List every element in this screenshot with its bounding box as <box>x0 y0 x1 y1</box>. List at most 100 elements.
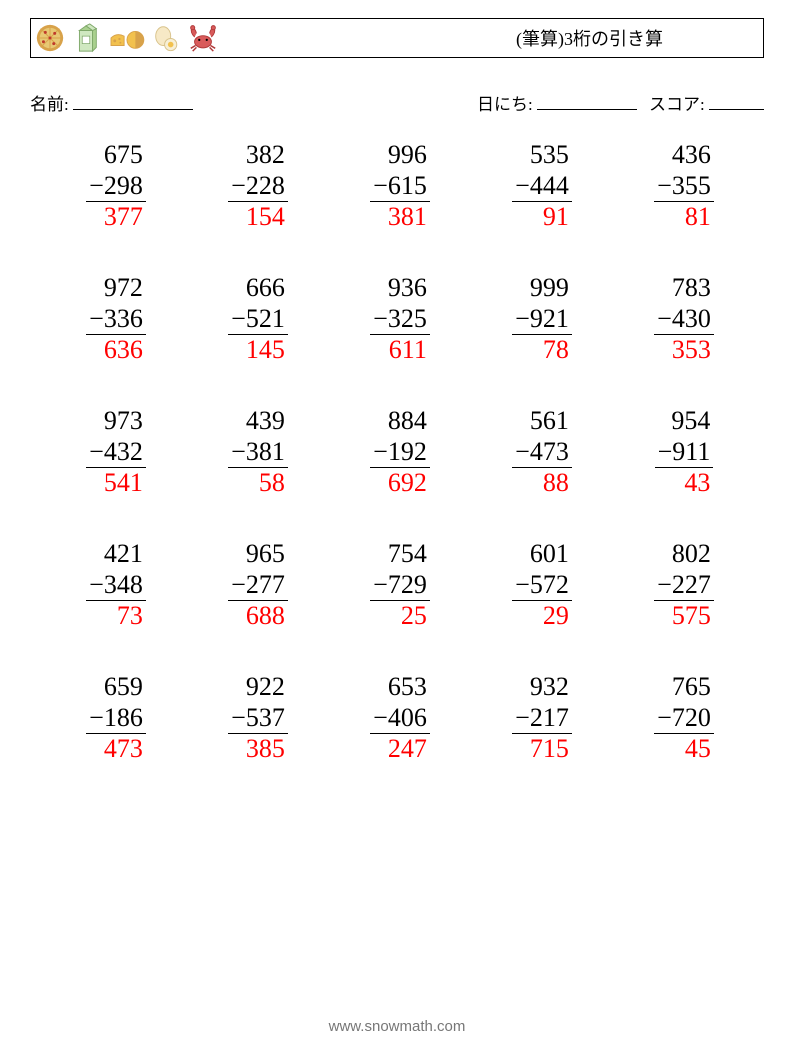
answer: 247 <box>370 734 430 765</box>
worksheet-page: (筆算)3桁の引き算 名前: 日にち: スコア: 675−298377382−2… <box>0 0 794 1053</box>
subtrahend: −911 <box>655 437 714 469</box>
name-field: 名前: <box>30 90 193 115</box>
answer: 58 <box>228 468 288 499</box>
subtraction-problem: 972−336636 <box>45 273 187 366</box>
subtraction-problem: 783−430353 <box>613 273 755 366</box>
egg-icon <box>151 23 181 53</box>
problems-grid: 675−298377382−228154996−615381535−444914… <box>45 140 755 765</box>
subtrahend: −921 <box>512 304 572 336</box>
subtraction-problem: 996−615381 <box>329 140 471 233</box>
answer: 473 <box>86 734 146 765</box>
minuend: 765 <box>654 672 714 703</box>
answer: 353 <box>654 335 714 366</box>
answer: 81 <box>654 202 714 233</box>
answer: 43 <box>655 468 714 499</box>
minuend: 382 <box>228 140 288 171</box>
answer: 91 <box>512 202 572 233</box>
subtrahend: −228 <box>228 171 288 203</box>
subtrahend: −227 <box>654 570 714 602</box>
minuend: 802 <box>654 539 714 570</box>
answer: 145 <box>228 335 288 366</box>
minuend: 675 <box>86 140 146 171</box>
subtraction-problem: 561−47388 <box>471 406 613 499</box>
answer: 715 <box>512 734 572 765</box>
subtraction-problem: 436−35581 <box>613 140 755 233</box>
subtrahend: −325 <box>370 304 430 336</box>
subtrahend: −615 <box>370 171 430 203</box>
subtraction-problem: 675−298377 <box>45 140 187 233</box>
subtrahend: −277 <box>228 570 288 602</box>
answer: 45 <box>654 734 714 765</box>
minuend: 996 <box>370 140 430 171</box>
minuend: 754 <box>370 539 430 570</box>
minuend: 653 <box>370 672 430 703</box>
subtraction-problem: 932−217715 <box>471 672 613 765</box>
minuend: 783 <box>654 273 714 304</box>
minuend: 659 <box>86 672 146 703</box>
minuend: 421 <box>86 539 146 570</box>
subtraction-problem: 754−72925 <box>329 539 471 632</box>
minuend: 439 <box>228 406 288 437</box>
answer: 541 <box>86 468 146 499</box>
pizza-icon <box>35 23 65 53</box>
answer: 381 <box>370 202 430 233</box>
subtrahend: −537 <box>228 703 288 735</box>
subtraction-problem: 973−432541 <box>45 406 187 499</box>
subtraction-problem: 936−325611 <box>329 273 471 366</box>
subtrahend: −521 <box>228 304 288 336</box>
subtraction-problem: 653−406247 <box>329 672 471 765</box>
subtrahend: −430 <box>654 304 714 336</box>
subtraction-problem: 954−91143 <box>613 406 755 499</box>
subtrahend: −432 <box>86 437 146 469</box>
icon-row <box>35 23 219 53</box>
crab-icon <box>187 23 219 53</box>
minuend: 936 <box>370 273 430 304</box>
subtrahend: −186 <box>86 703 146 735</box>
subtraction-problem: 884−192692 <box>329 406 471 499</box>
subtraction-problem: 421−34873 <box>45 539 187 632</box>
date-field: 日にち: <box>477 90 637 115</box>
subtrahend: −336 <box>86 304 146 336</box>
subtrahend: −720 <box>654 703 714 735</box>
minuend: 884 <box>370 406 430 437</box>
minuend: 932 <box>512 672 572 703</box>
subtraction-problem: 666−521145 <box>187 273 329 366</box>
answer: 692 <box>370 468 430 499</box>
answer: 385 <box>228 734 288 765</box>
header-box: (筆算)3桁の引き算 <box>30 18 764 58</box>
subtrahend: −192 <box>370 437 430 469</box>
subtraction-problem: 535−44491 <box>471 140 613 233</box>
date-label: 日にち: <box>477 95 533 114</box>
worksheet-title: (筆算)3桁の引き算 <box>516 25 753 51</box>
subtraction-problem: 765−72045 <box>613 672 755 765</box>
subtraction-problem: 802−227575 <box>613 539 755 632</box>
subtraction-problem: 382−228154 <box>187 140 329 233</box>
subtrahend: −348 <box>86 570 146 602</box>
cheese-icon <box>107 23 145 53</box>
subtrahend: −217 <box>512 703 572 735</box>
answer: 88 <box>512 468 572 499</box>
milk-carton-icon <box>71 23 101 53</box>
subtrahend: −381 <box>228 437 288 469</box>
minuend: 666 <box>228 273 288 304</box>
minuend: 561 <box>512 406 572 437</box>
subtrahend: −355 <box>654 171 714 203</box>
score-label: スコア: <box>649 95 705 114</box>
minuend: 922 <box>228 672 288 703</box>
answer: 73 <box>86 601 146 632</box>
answer: 154 <box>228 202 288 233</box>
minuend: 601 <box>512 539 572 570</box>
answer: 29 <box>512 601 572 632</box>
subtraction-problem: 999−92178 <box>471 273 613 366</box>
subtrahend: −406 <box>370 703 430 735</box>
meta-row: 名前: 日にち: スコア: <box>30 90 764 115</box>
subtrahend: −729 <box>370 570 430 602</box>
subtraction-problem: 965−277688 <box>187 539 329 632</box>
subtrahend: −572 <box>512 570 572 602</box>
minuend: 535 <box>512 140 572 171</box>
answer: 25 <box>370 601 430 632</box>
name-label: 名前: <box>30 95 69 114</box>
subtrahend: −298 <box>86 171 146 203</box>
subtraction-problem: 439−38158 <box>187 406 329 499</box>
answer: 377 <box>86 202 146 233</box>
